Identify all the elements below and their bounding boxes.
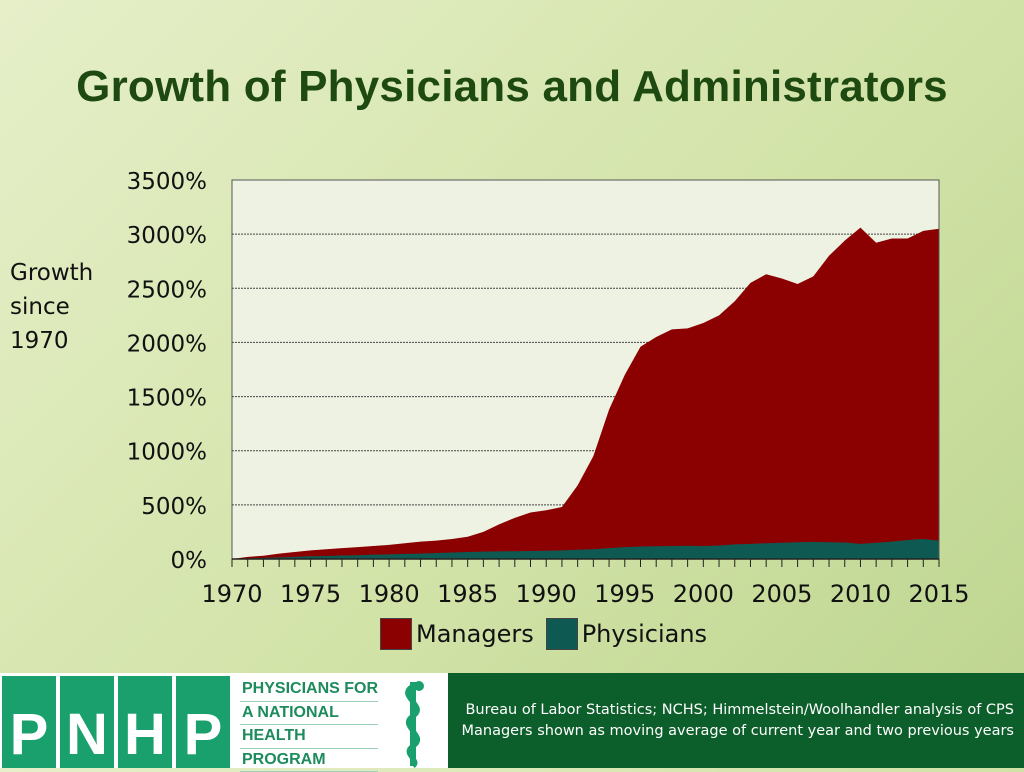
legend-swatch-managers [380, 618, 412, 650]
x-tick-label: 1990 [516, 580, 577, 608]
org-name-line: PROGRAM [240, 749, 378, 772]
logo-letter: H [124, 706, 166, 764]
logo-letter: N [66, 706, 108, 764]
logo-letter: P [10, 706, 49, 764]
source-credit: Bureau of Labor Statistics; NCHS; Himmel… [461, 700, 1014, 742]
x-tick-label: 1970 [201, 580, 262, 608]
y-tick-label: 3000% [127, 223, 207, 249]
source-note-line: Managers shown as moving average of curr… [461, 721, 1014, 742]
chart-legend: Managers Physicians [380, 617, 719, 651]
logo-letter-tile: H [118, 676, 172, 768]
legend-item-physicians: Physicians [546, 618, 715, 650]
x-tick-label: 2005 [751, 580, 812, 608]
x-tick-label: 2010 [830, 580, 891, 608]
y-tick-label: 2000% [127, 331, 207, 357]
legend-label-managers: Managers [416, 620, 534, 648]
legend-item-managers: Managers [380, 618, 542, 650]
logo-letter-tile: P [2, 676, 56, 768]
source-credit-line: Bureau of Labor Statistics; NCHS; Himmel… [461, 700, 1014, 721]
y-tick-label: 1000% [127, 440, 207, 466]
x-tick-label: 1985 [437, 580, 498, 608]
caduceus-icon [385, 676, 441, 768]
x-tick-label: 2000 [673, 580, 734, 608]
logo-letter: P [184, 706, 223, 764]
y-tick-label: 3500% [127, 169, 207, 195]
x-tick-label: 1980 [359, 580, 420, 608]
logo-letter-tile: N [60, 676, 114, 768]
org-name-line: A NATIONAL [240, 702, 378, 726]
y-tick-label: 1500% [127, 386, 207, 412]
y-tick-label: 0% [171, 548, 208, 574]
org-name-line: HEALTH [240, 725, 378, 749]
area-chart: 0% 500% 1000% 1500% 2000% 2500% 3000% 3500% 1970… [0, 0, 1024, 620]
legend-label-physicians: Physicians [582, 620, 707, 648]
x-tick-label: 1975 [280, 580, 341, 608]
x-tick-label: 1995 [594, 580, 655, 608]
organization-name: PHYSICIANS FOR A NATIONAL HEALTH PROGRAM [240, 678, 378, 772]
x-tick-label: 2015 [908, 580, 969, 608]
logo-letter-tile: P [176, 676, 230, 768]
y-tick-label: 500% [141, 494, 207, 520]
legend-swatch-physicians [546, 618, 578, 650]
org-name-line: PHYSICIANS FOR [240, 678, 378, 702]
y-tick-label: 2500% [127, 277, 207, 303]
